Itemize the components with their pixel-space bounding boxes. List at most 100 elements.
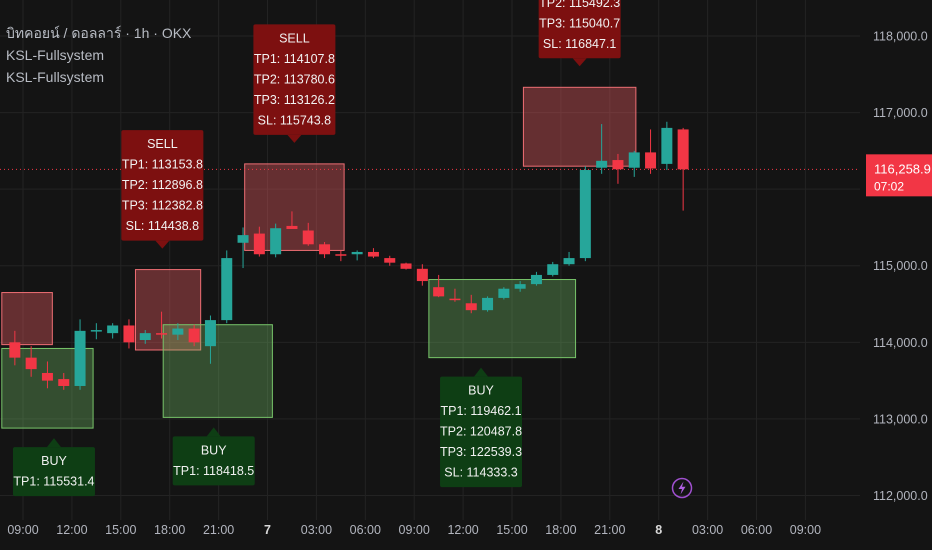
- callout-line: TP2: 112896.8: [122, 178, 203, 192]
- candle-body-up: [90, 330, 102, 332]
- callout-pointer: [155, 240, 170, 249]
- buy-signal-callout: BUY TP1: 118418.5: [172, 427, 255, 486]
- indicator-label-1[interactable]: KSL-Fullsystem: [6, 47, 105, 63]
- callout-pointer: [474, 367, 489, 377]
- time-tick-label: 7: [264, 523, 271, 537]
- time-tick-label: 09:00: [399, 523, 430, 537]
- candle-body-down: [465, 303, 477, 311]
- sell-zone-box: [1, 292, 53, 346]
- candle-body-up: [139, 333, 151, 341]
- candle-body-up: [547, 264, 559, 275]
- price-tick-label: 113,000.0: [873, 412, 928, 426]
- callout-line: TP2: 113780.6: [254, 72, 335, 86]
- candle-body-down: [335, 254, 347, 256]
- lightning-bolt-icon[interactable]: [671, 477, 693, 499]
- time-tick-label: 12:00: [447, 523, 478, 537]
- candle-body-up: [579, 170, 591, 259]
- candle-body-down: [612, 160, 624, 170]
- signal-zones: [1, 86, 637, 429]
- callout-line: TP3: 113126.2: [254, 93, 335, 107]
- price-tick-label: 115,000.0: [873, 259, 928, 273]
- price-axis: 112,000.0 113,000.0 114,000.0 115,000.0 117,…: [873, 29, 928, 502]
- price-tick-label: 118,000.0: [873, 29, 928, 43]
- price-badge-bg: [866, 154, 932, 197]
- callout-pointer: [206, 427, 221, 437]
- callout-box: [538, 0, 621, 59]
- callout-line: TP1: 114107.8: [254, 52, 335, 66]
- signal-callouts: SELL TP1: 113153.8 TP2: 112896.8 TP3: 11238…: [12, 0, 621, 497]
- candle-body-up: [482, 297, 494, 311]
- candle-body-down: [253, 233, 265, 255]
- candle-body-down: [286, 225, 298, 229]
- sell-zone-box: [522, 86, 637, 167]
- symbol-title[interactable]: บิทคอยน์ / ดอลลาร์ · 1h · OKX: [6, 25, 192, 41]
- candle-body-up: [596, 160, 608, 168]
- candle-body-down: [677, 129, 689, 170]
- candle-body-down: [449, 298, 461, 301]
- callout-box: [121, 130, 204, 241]
- time-tick-label: 12:00: [56, 523, 87, 537]
- price-tick-label: 117,000.0: [873, 106, 928, 120]
- candle-body-down: [156, 333, 168, 335]
- candle-body-up: [563, 258, 575, 265]
- candle-body-up: [172, 328, 184, 335]
- candle-body-up: [237, 235, 249, 243]
- time-tick-label: 18:00: [545, 523, 576, 537]
- price-badge-value: 116,258.9: [874, 161, 931, 176]
- time-tick-label: 06:00: [741, 523, 772, 537]
- time-tick-label: 21:00: [594, 523, 625, 537]
- candle-body-down: [9, 342, 21, 358]
- callout-line: BUY: [41, 454, 67, 468]
- callout-line: SL: 114438.8: [126, 219, 199, 233]
- callout-line: BUY: [468, 384, 494, 398]
- candle-body-up: [530, 274, 542, 285]
- callout-pointer: [46, 438, 61, 448]
- candle-body-down: [433, 287, 445, 297]
- candle-body-up: [204, 320, 216, 347]
- callout-line: TP3: 112382.8: [122, 199, 203, 213]
- buy-zone-box: [162, 324, 273, 418]
- time-tick-label: 8: [655, 523, 662, 537]
- candle-body-up: [498, 288, 510, 298]
- buy-signal-callout: BUY TP1: 119462.1 TP2: 120487.8 TP3: 122539…: [440, 367, 522, 488]
- candle-body-down: [645, 152, 657, 169]
- callout-line: TP1: 113153.8: [122, 158, 203, 172]
- callout-line: TP2: 120487.8: [440, 425, 522, 439]
- candles: [9, 121, 689, 390]
- candle-body-up: [514, 284, 526, 289]
- sell-signal-callout: SELL TP1: 113153.8 TP2: 112896.8 TP3: 11238…: [121, 130, 204, 249]
- time-tick-label: 15:00: [496, 523, 527, 537]
- time-tick-label: 03:00: [301, 523, 332, 537]
- time-tick-label: 09:00: [790, 523, 821, 537]
- candle-body-down: [367, 251, 379, 257]
- time-tick-label: 09:00: [7, 523, 38, 537]
- candle-body-down: [41, 372, 53, 381]
- callout-line: SELL: [147, 137, 178, 151]
- candle-body-up: [661, 127, 673, 164]
- candle-body-up: [351, 251, 363, 255]
- callout-line: SL: 116847.1: [543, 37, 616, 51]
- candle-body-up: [270, 228, 282, 255]
- callout-line: SL: 114333.3: [444, 466, 517, 480]
- indicator-label-2[interactable]: KSL-Fullsystem: [6, 69, 105, 85]
- callout-line: SELL: [279, 31, 310, 45]
- candle-body-down: [319, 244, 331, 255]
- callout-box: [172, 436, 255, 486]
- candle-body-up: [628, 152, 640, 168]
- current-price-badge: 116,258.9 07:02: [866, 154, 932, 197]
- time-tick-label: 06:00: [350, 523, 381, 537]
- candle-body-down: [384, 258, 396, 263]
- candle-body-down: [25, 357, 37, 370]
- callout-line: SL: 115743.8: [258, 113, 331, 127]
- callout-line: BUY: [201, 443, 227, 457]
- time-axis: 09:00 12:00 15:00 18:00 21:00 7 03:00 06:00 09:0…: [7, 523, 821, 537]
- candle-body-up: [74, 330, 86, 386]
- time-tick-label: 21:00: [203, 523, 234, 537]
- candle-body-up: [221, 258, 233, 321]
- price-tick-label: 114,000.0: [873, 336, 928, 350]
- price-badge-countdown: 07:02: [874, 179, 904, 193]
- candle-body-down: [302, 230, 314, 245]
- callout-box: [253, 24, 336, 135]
- time-tick-label: 15:00: [105, 523, 136, 537]
